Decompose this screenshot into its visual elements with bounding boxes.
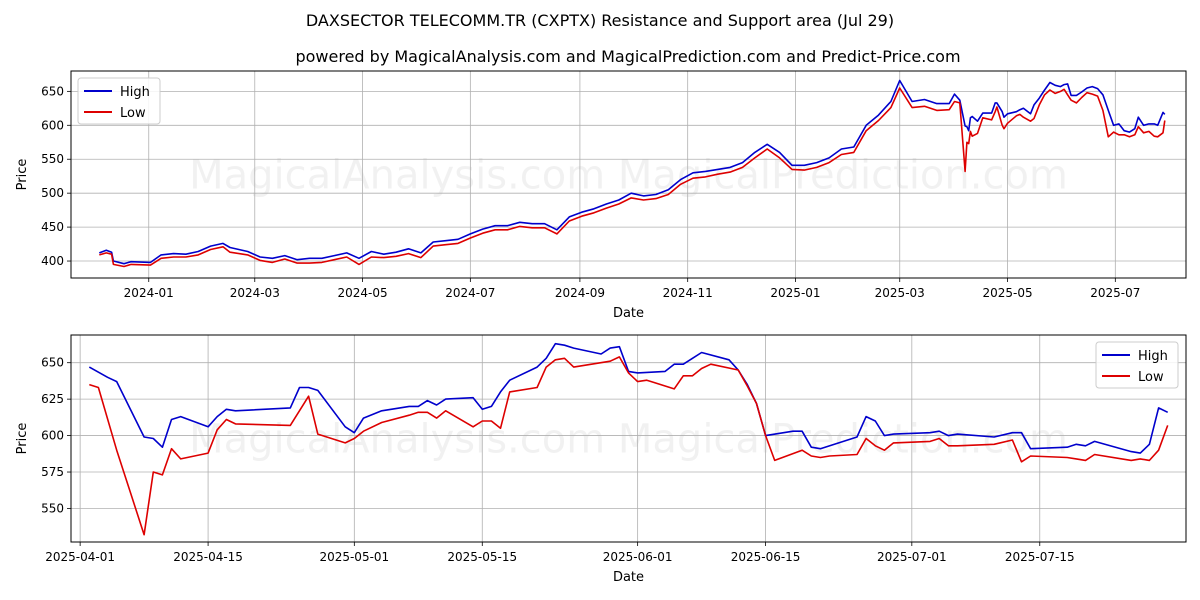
series-line-low [89, 356, 1169, 536]
legend-label-high: High [1138, 349, 1168, 364]
x-tick-label: 2025-03 [875, 286, 925, 300]
y-tick-label: 600 [41, 429, 64, 443]
legend-label-high: High [120, 85, 150, 100]
legend-label-low: Low [120, 106, 146, 121]
x-tick-label: 2025-07-01 [877, 550, 947, 564]
series-line-high [88, 342, 1169, 454]
x-tick-label: 2025-06-01 [603, 550, 673, 564]
x-tick-label: 2024-03 [230, 286, 280, 300]
x-tick-label: 2025-05-15 [447, 550, 517, 564]
legend-label-low: Low [1138, 370, 1164, 385]
plot-frame [70, 70, 1187, 279]
y-tick-label: 600 [41, 118, 64, 132]
y-tick-label: 625 [41, 392, 64, 406]
chart-subtitle: powered by MagicalAnalysis.com and Magic… [295, 47, 960, 66]
x-tick-label: 2025-07-15 [1005, 550, 1075, 564]
x-tick-label: 2025-04-01 [45, 550, 115, 564]
y-tick-label: 650 [41, 84, 64, 98]
y-tick-label: 650 [41, 356, 64, 370]
x-tick-label: 2024-09 [555, 286, 605, 300]
series-line-low [99, 87, 1166, 268]
x-tick-label: 2025-01 [770, 286, 820, 300]
legend: High Low [1095, 341, 1179, 389]
bottom-zoom-price-chart: MagicalAnalysis.com MagicalPrediction.co… [15, 334, 1187, 585]
top-price-chart: MagicalAnalysis.com MagicalPrediction.co… [15, 70, 1187, 321]
y-tick-label: 400 [41, 254, 64, 268]
x-tick-label: 2025-04-15 [173, 550, 243, 564]
y-tick-label: 550 [41, 152, 64, 166]
y-tick-label: 575 [41, 465, 64, 479]
x-tick-label: 2024-11 [663, 286, 713, 300]
x-tick-label: 2024-05 [337, 286, 387, 300]
x-axis-label: Date [613, 570, 644, 585]
legend: High Low [77, 77, 161, 125]
y-axis-label: Price [15, 159, 30, 191]
y-tick-label: 550 [41, 501, 64, 515]
plot-frame [70, 334, 1187, 543]
y-tick-label: 500 [41, 186, 64, 200]
x-tick-label: 2025-05-01 [319, 550, 389, 564]
x-tick-label: 2025-05 [982, 286, 1032, 300]
x-tick-label: 2024-07 [445, 286, 495, 300]
watermark-text: MagicalAnalysis.com MagicalPrediction.co… [189, 153, 1068, 199]
x-axis-label: Date [613, 306, 644, 321]
x-tick-label: 2024-01 [124, 286, 174, 300]
series-line-high [99, 79, 1166, 265]
y-axis-label: Price [15, 423, 30, 455]
y-tick-label: 450 [41, 220, 64, 234]
x-tick-label: 2025-07 [1090, 286, 1140, 300]
x-tick-label: 2025-06-15 [731, 550, 801, 564]
chart-title: DAXSECTOR TELECOMM.TR (CXPTX) Resistance… [306, 11, 894, 30]
